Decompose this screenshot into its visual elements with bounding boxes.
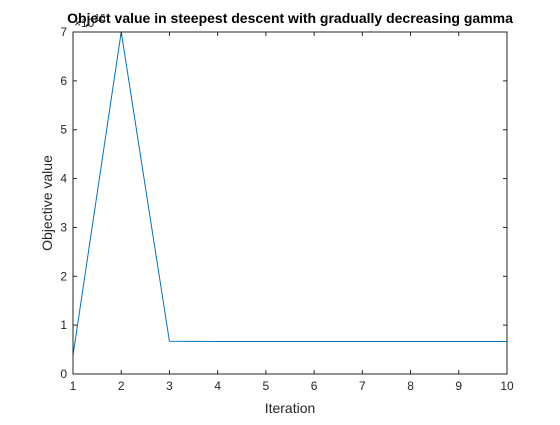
y-exponent-base: ×10	[74, 16, 95, 30]
y-tick-label: 0	[60, 367, 67, 381]
plot-background	[73, 32, 507, 374]
x-tick-label: 3	[166, 379, 173, 393]
y-axis-label: Objective value	[39, 155, 55, 251]
y-exponent-label: ×1016	[74, 13, 106, 30]
x-tick-label: 8	[407, 379, 414, 393]
axes-box	[72, 31, 508, 375]
series-layer	[72, 31, 507, 356]
x-tick-label: 7	[359, 379, 366, 393]
y-tick-label: 6	[60, 74, 67, 88]
x-tick-label: 9	[455, 379, 462, 393]
y-exponent-power: 16	[94, 13, 106, 24]
series-line-1	[72, 31, 507, 356]
y-tick-label: 3	[60, 220, 67, 234]
chart-title: Object value in steepest descent with gr…	[67, 10, 513, 26]
x-tick-label: 10	[500, 379, 514, 393]
y-tick-label: 7	[60, 25, 67, 39]
x-tick-label: 6	[311, 379, 318, 393]
y-tick-label: 5	[60, 123, 67, 137]
x-tick-label: 5	[263, 379, 270, 393]
y-tick-label: 4	[60, 172, 67, 186]
y-tick-label: 1	[60, 318, 67, 332]
y-tick-label: 2	[60, 269, 67, 283]
x-axis-label: Iteration	[265, 400, 316, 416]
x-tick-label: 1	[70, 379, 77, 393]
x-tick-label: 2	[118, 379, 125, 393]
x-tick-label: 4	[214, 379, 221, 393]
